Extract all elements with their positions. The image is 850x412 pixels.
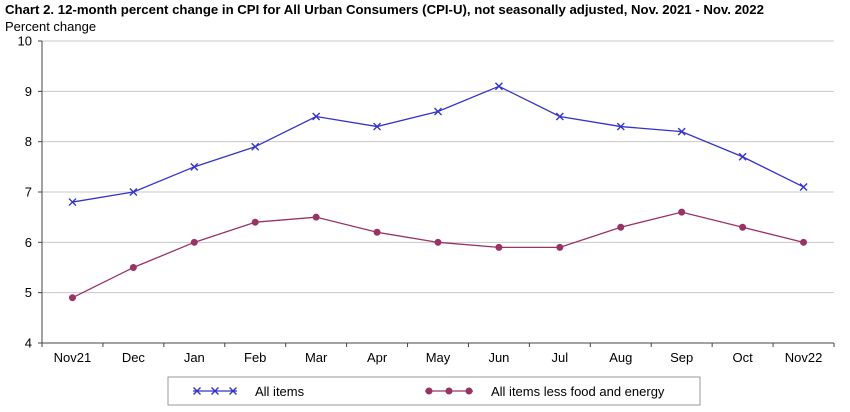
y-tick-label: 8: [25, 134, 32, 149]
data-point: [800, 238, 808, 246]
x-tick-label: Sep: [670, 350, 693, 365]
y-tick-label: 5: [25, 285, 32, 300]
y-axis-label: Percent change: [5, 19, 97, 34]
data-point: [129, 188, 138, 196]
legend-marker: [211, 387, 219, 395]
data-point: [251, 142, 260, 151]
data-point: [617, 223, 625, 231]
data-point: [616, 122, 625, 131]
data-point: [739, 223, 747, 231]
data-point: [434, 107, 442, 116]
legend-marker: [425, 387, 433, 395]
data-point: [494, 82, 503, 91]
series-line-core: [72, 211, 804, 299]
data-point: [677, 127, 686, 136]
x-tick-label: Mar: [305, 350, 328, 365]
x-tick-label: Jun: [488, 350, 509, 365]
y-tick-label: 10: [18, 34, 32, 49]
data-point: [312, 112, 321, 121]
chart-title: Chart 2. 12-month percent change in CPI …: [5, 2, 764, 17]
x-tick-label: Jan: [184, 350, 205, 365]
y-tick-label: 7: [25, 185, 32, 200]
data-point: [555, 112, 564, 121]
x-tick-label: Nov22: [785, 350, 823, 365]
x-tick-label: Aug: [609, 350, 632, 365]
legend-marker: [465, 387, 473, 395]
y-tick-label: 6: [25, 235, 32, 250]
x-tick-label: Feb: [244, 350, 266, 365]
legend-marker: [445, 387, 453, 395]
data-point: [678, 208, 686, 216]
data-point: [373, 228, 381, 236]
y-tick-label: 9: [25, 84, 32, 99]
data-point: [799, 182, 808, 191]
data-point: [738, 152, 747, 161]
data-point: [495, 243, 503, 251]
data-point: [129, 264, 137, 271]
data-point: [190, 238, 198, 246]
data-point: [556, 243, 564, 251]
x-tick-label: Dec: [122, 350, 146, 365]
data-point: [190, 162, 199, 171]
x-tick-label: May: [426, 350, 451, 365]
data-point: [68, 294, 76, 302]
series-line-all-items: [72, 85, 804, 203]
data-point: [68, 198, 77, 207]
legend-label: All items: [255, 384, 305, 399]
x-tick-label: Apr: [367, 350, 388, 365]
data-point: [251, 218, 259, 226]
x-tick-label: Nov21: [54, 350, 92, 365]
x-tick-label: Jul: [552, 350, 569, 365]
x-tick-label: Oct: [732, 350, 753, 365]
data-point: [373, 122, 382, 131]
y-tick-label: 4: [25, 336, 32, 351]
legend-label: All items less food and energy: [491, 384, 665, 399]
data-point: [312, 213, 320, 221]
data-point: [434, 238, 442, 246]
legend-marker: [193, 387, 201, 395]
legend-marker: [229, 387, 237, 395]
